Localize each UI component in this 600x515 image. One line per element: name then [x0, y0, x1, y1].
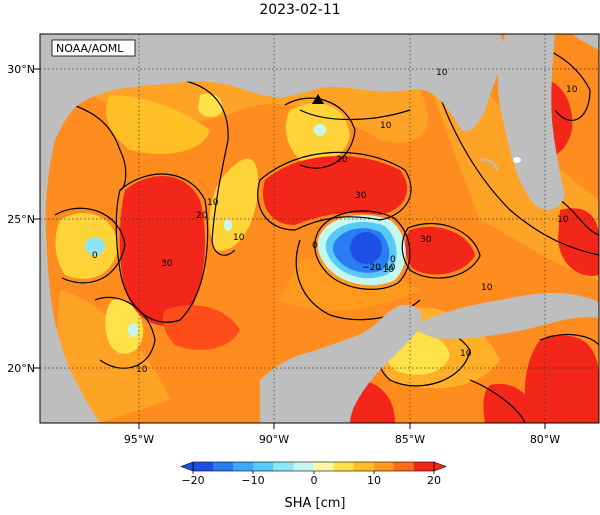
colorbar-segment — [213, 462, 234, 471]
credit-text: NOAA/AOML — [56, 42, 124, 55]
map-gridlines — [40, 34, 599, 423]
colorbar-frame — [192, 461, 435, 472]
land-atlantic-coast — [572, 34, 599, 50]
colorbar-segment — [333, 462, 355, 471]
colorbar-segment — [233, 462, 254, 471]
lon-label: 90°W — [259, 433, 289, 446]
map-title: 2023-02-11 — [259, 2, 341, 18]
high-anomaly-ridge — [209, 158, 259, 251]
contour-label: −20 — [362, 263, 381, 273]
lat-label: 20°N — [7, 362, 35, 375]
colorbar-label: SHA [cm] — [284, 496, 345, 511]
contour-label: 10 — [233, 233, 245, 243]
high-anomaly-ridge — [105, 299, 144, 354]
colorbar-segment — [413, 462, 435, 471]
contour-label: 10 — [436, 68, 448, 78]
colorbar-segment — [273, 462, 294, 471]
contour-label: 10 — [136, 365, 148, 375]
cold-spot — [224, 219, 232, 231]
contour-label: 20 — [336, 155, 348, 165]
lon-label: 95°W — [124, 433, 154, 446]
axis-labels: 30°N 25°N 20°N 95°W 90°W 85°W 80°W — [7, 63, 560, 446]
florida-keys — [479, 158, 498, 171]
colorbar-segment — [393, 462, 415, 471]
map-plot-area: 10 10 10 20 20 30 30 0 0 10 −20 −10 10 0… — [40, 34, 599, 423]
cold-spot — [314, 124, 326, 136]
colorbar-segment — [353, 462, 375, 471]
contour-label: 30 — [355, 191, 367, 201]
lon-label: 80°W — [530, 433, 560, 446]
lake-okeechobee — [513, 157, 521, 163]
colorbar-segment — [293, 462, 314, 471]
shading-region — [106, 95, 210, 154]
contour-label: 20 — [196, 211, 208, 221]
contour-label: 10 — [207, 198, 219, 208]
shading-region — [280, 257, 420, 311]
contour-label: −10 — [375, 265, 394, 275]
contour-label: 10 — [557, 215, 569, 225]
colorbar-tick: 10 — [367, 474, 381, 487]
low-anomaly-eddy — [558, 208, 599, 276]
low-anomaly-eddy — [119, 176, 205, 326]
contour-label: 10 — [566, 85, 578, 95]
colorbar-ticks: −20 −10 0 10 20 — [181, 474, 441, 487]
colorbar-max-arrow — [433, 461, 447, 472]
low-anomaly-eddy — [404, 226, 475, 275]
contour-label: 0 — [312, 241, 318, 251]
low-anomaly-eddy — [263, 156, 408, 225]
colorbar-tick: 0 — [311, 474, 318, 487]
cold-spot — [128, 323, 138, 337]
contour-label: 10 — [384, 263, 396, 273]
contour-label: 30 — [420, 235, 432, 245]
map-frame — [39, 33, 600, 424]
colorbar-min-arrow — [180, 461, 194, 472]
contour-label: 30 — [161, 259, 173, 269]
credit-box — [51, 39, 136, 57]
lon-label: 85°W — [395, 433, 425, 446]
colorbar-tick: 20 — [427, 474, 441, 487]
land-cuba — [415, 292, 599, 339]
station-marker — [312, 94, 324, 104]
colorbar — [180, 461, 447, 474]
lat-label: 25°N — [7, 213, 35, 226]
colorbar-segment — [253, 462, 274, 471]
lat-label: 30°N — [7, 63, 35, 76]
colorbar-segment — [313, 462, 335, 471]
contour-label: 0 — [92, 251, 98, 261]
land-yucatan — [260, 304, 422, 423]
contour-label: 0 — [390, 255, 396, 265]
land-us-mexico — [40, 34, 504, 423]
colorbar-tick: −10 — [241, 474, 264, 487]
colorbar-segment — [193, 462, 214, 471]
low-anomaly-eddy — [163, 305, 240, 350]
cold-eddy-core — [350, 232, 382, 264]
colorbar-segment — [373, 462, 395, 471]
colorbar-tick: −20 — [181, 474, 204, 487]
contour-label: 10 — [460, 349, 472, 359]
contour-labels: 10 10 10 20 20 30 30 0 0 10 −20 −10 10 0… — [92, 68, 578, 375]
low-anomaly-eddy — [524, 335, 599, 423]
contour-label: 10 — [481, 283, 493, 293]
contour-label: 10 — [380, 121, 392, 131]
cold-spot — [85, 237, 105, 255]
axis-ticks — [34, 68, 546, 429]
land-florida — [497, 34, 565, 211]
contour-lines — [54, 39, 599, 423]
